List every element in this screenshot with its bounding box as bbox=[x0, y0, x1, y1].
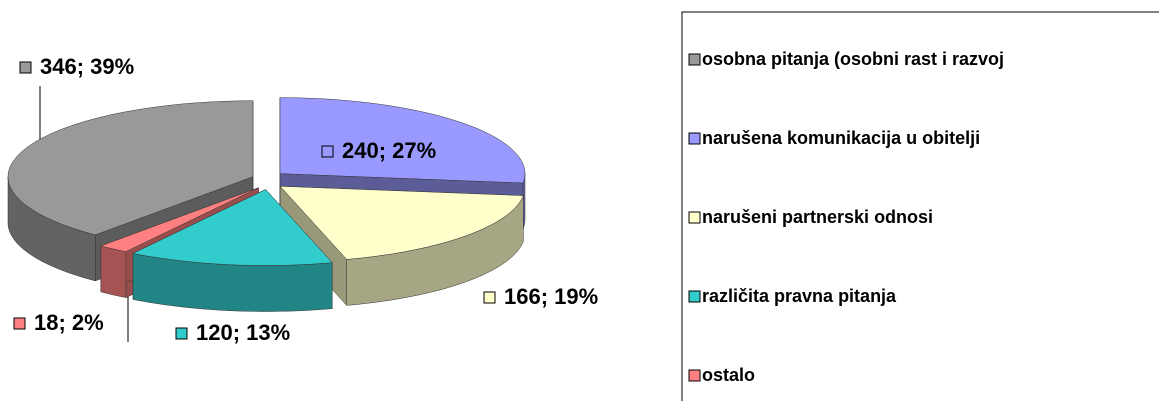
legend-key bbox=[688, 369, 701, 382]
slice-top bbox=[279, 185, 524, 260]
slice-top bbox=[132, 189, 333, 266]
legend-label: narušena komunikacija u obitelji bbox=[702, 128, 980, 148]
legend-key bbox=[688, 132, 701, 145]
legend-label: različita pravna pitanja bbox=[702, 286, 897, 306]
slice bbox=[132, 188, 333, 312]
slice-side bbox=[100, 245, 127, 298]
legend-label: ostalo bbox=[702, 365, 755, 385]
labels: 240; 27% 166; 19% 120; 13% 18; 2% 346; 39% bbox=[13, 54, 598, 345]
slice-top bbox=[7, 100, 254, 236]
data-label: 240; 27% bbox=[342, 138, 436, 163]
data-label: 18; 2% bbox=[34, 310, 104, 335]
legend-label: osobna pitanja (osobni rast i razvoj bbox=[702, 49, 1004, 69]
legend-box bbox=[681, 11, 1159, 401]
label-key bbox=[13, 317, 26, 330]
data-label: 346; 39% bbox=[40, 54, 134, 79]
slice-top bbox=[100, 187, 259, 252]
label-key bbox=[321, 145, 334, 158]
label-key bbox=[483, 291, 496, 304]
legend-key bbox=[688, 211, 701, 224]
label-key bbox=[19, 61, 32, 74]
legend-label: narušeni partnerski odnosi bbox=[702, 207, 933, 227]
data-label: 120; 13% bbox=[196, 320, 290, 345]
pie bbox=[7, 97, 526, 312]
legend-key bbox=[688, 290, 701, 303]
legend: osobna pitanja (osobni rast i razvoj naru… bbox=[688, 49, 1004, 385]
slice-top bbox=[279, 97, 526, 184]
label-key bbox=[175, 327, 188, 340]
legend-key bbox=[688, 53, 701, 66]
data-label: 166; 19% bbox=[504, 284, 598, 309]
